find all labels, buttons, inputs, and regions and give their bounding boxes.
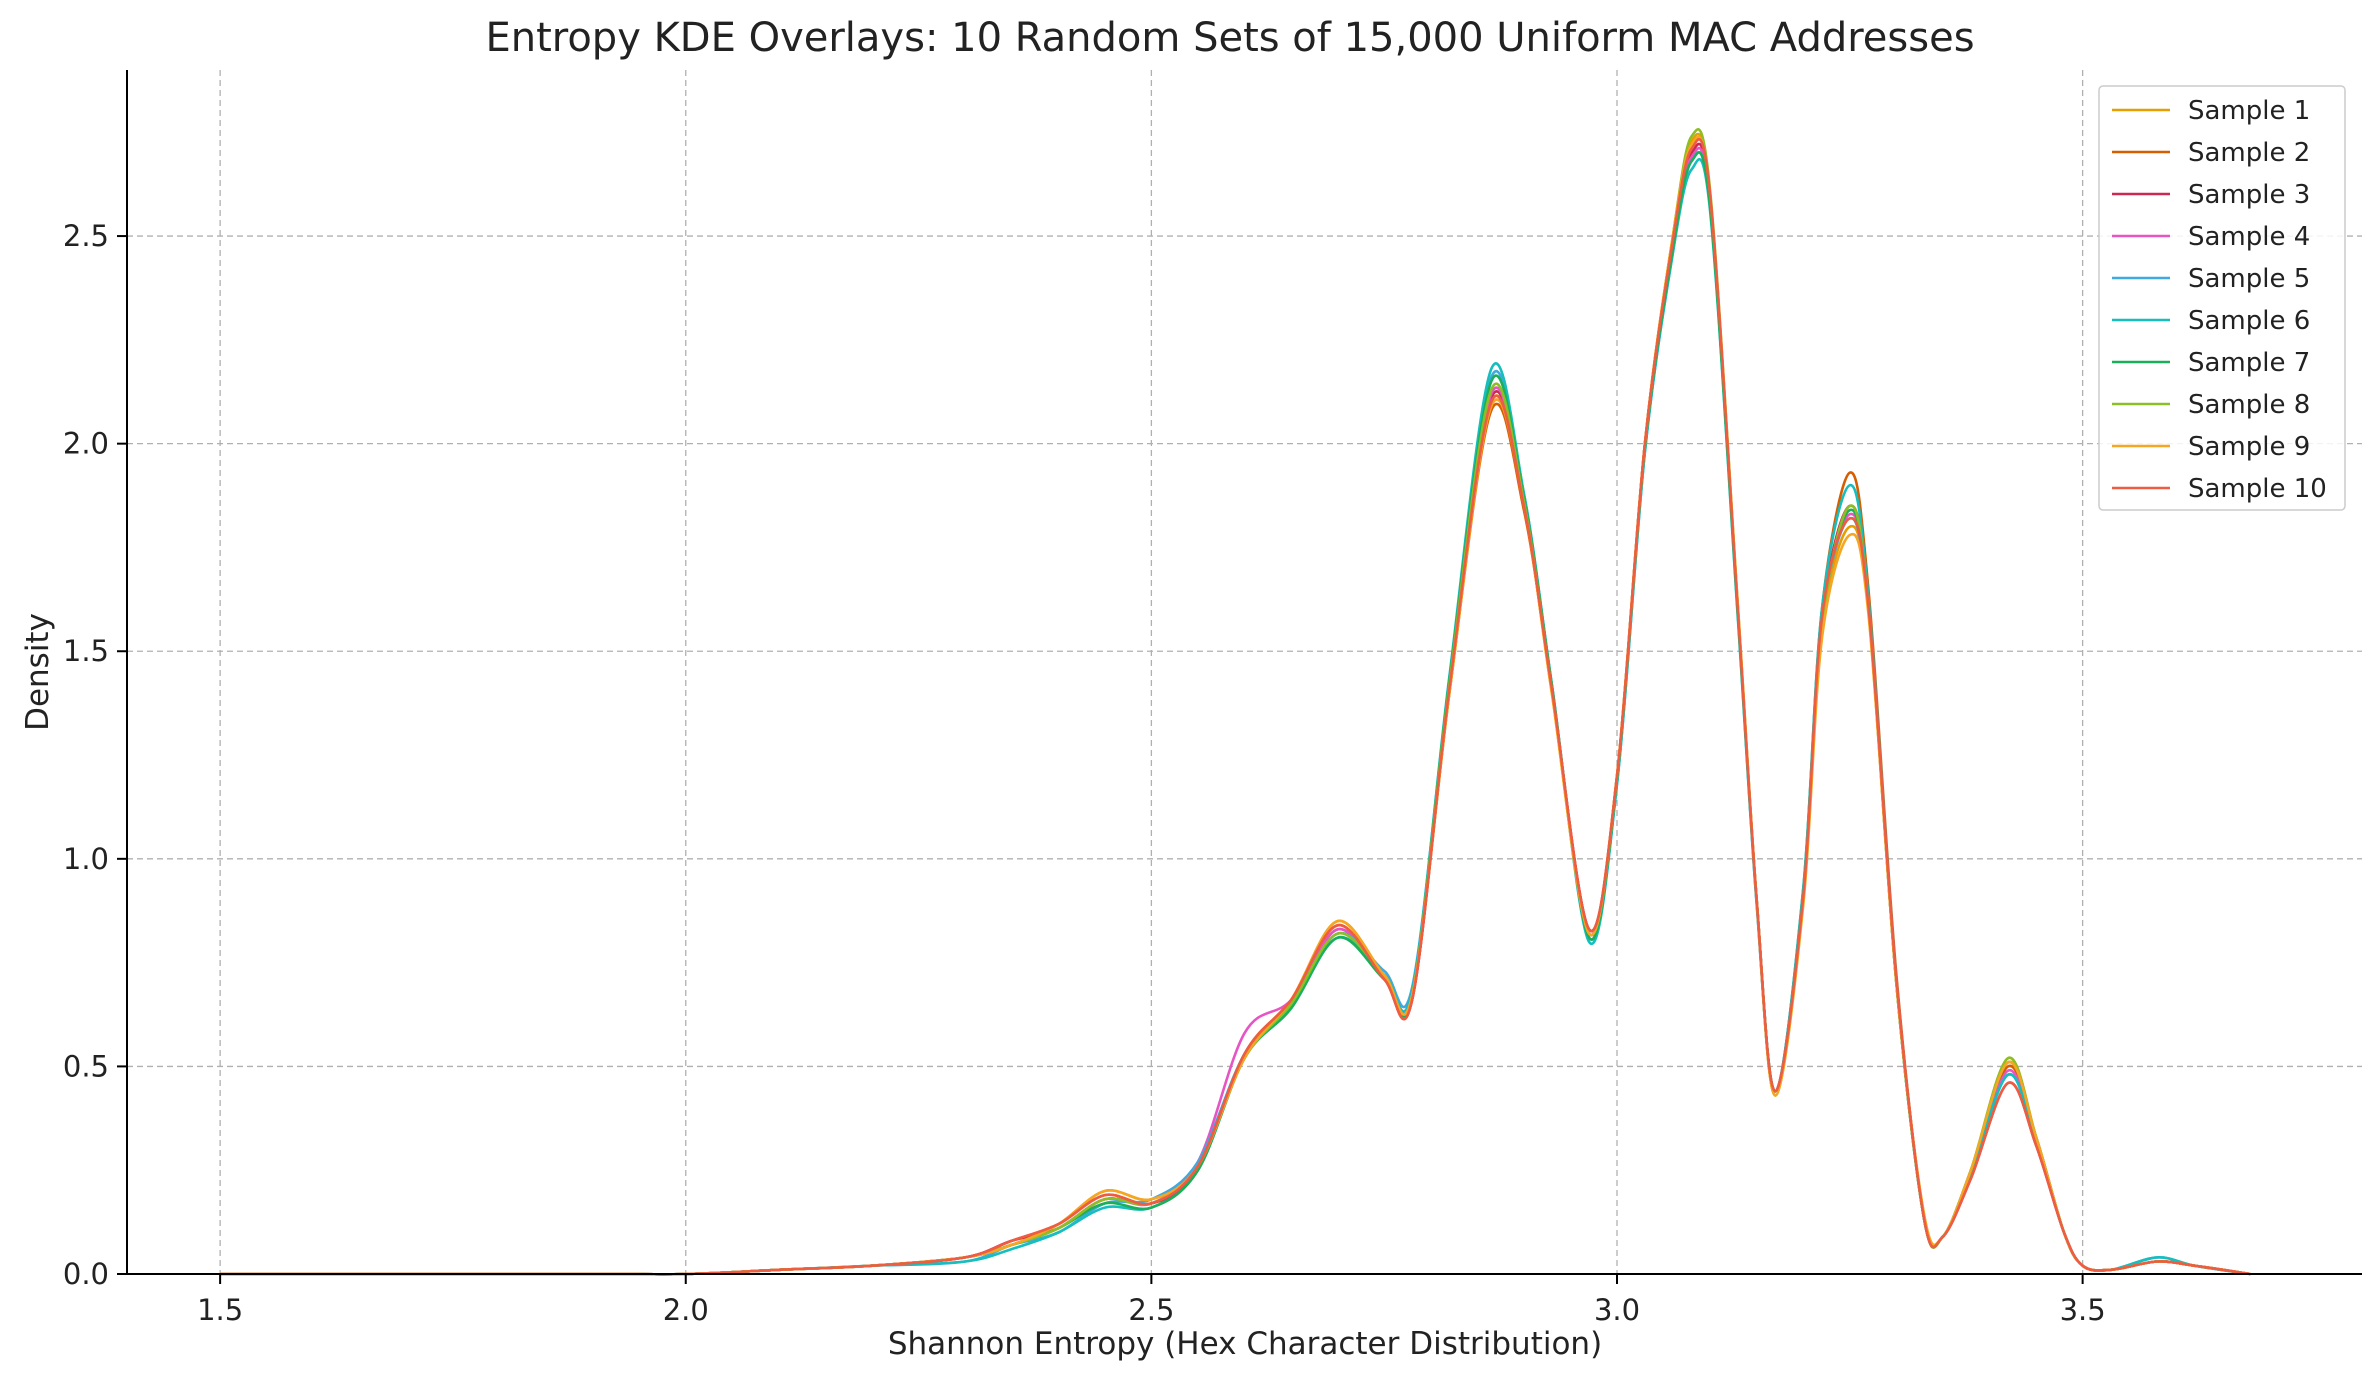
series-line-sample-2	[220, 137, 2251, 1276]
y-tick-label: 0.0	[63, 1257, 109, 1291]
legend-label: Sample 2	[2188, 138, 2310, 168]
legend-label: Sample 10	[2188, 474, 2327, 504]
legend-label: Sample 4	[2188, 222, 2310, 252]
series-line-sample-3	[220, 142, 2251, 1276]
y-axis-label: Density	[20, 613, 56, 731]
y-tick-label: 2.0	[63, 427, 109, 461]
legend-label: Sample 8	[2188, 390, 2310, 420]
legend-label: Sample 1	[2188, 96, 2310, 126]
legend-label: Sample 6	[2188, 306, 2310, 336]
legend-label: Sample 9	[2188, 432, 2310, 462]
legend-label: Sample 5	[2188, 264, 2310, 294]
series-line-sample-4	[220, 146, 2251, 1276]
x-tick-label: 3.0	[1594, 1293, 1640, 1327]
x-tick-label: 3.5	[2060, 1293, 2106, 1327]
legend-label: Sample 3	[2188, 180, 2310, 210]
series-line-sample-8	[220, 128, 2251, 1276]
x-axis-label: Shannon Entropy (Hex Character Distribut…	[888, 1326, 1602, 1362]
series-line-sample-7	[220, 151, 2251, 1276]
series-line-sample-5	[220, 150, 2251, 1276]
legend: Sample 1 Sample 2 Sample 3 Sample 4 Sample 5…	[2098, 85, 2346, 511]
legend-label: Sample 7	[2188, 348, 2310, 378]
series-line-sample-6	[220, 157, 2251, 1276]
grid	[127, 70, 2362, 1275]
series-lines	[220, 128, 2251, 1276]
x-tick-label: 2.5	[1128, 1293, 1174, 1327]
x-tick-label: 1.5	[197, 1293, 243, 1327]
series-line-sample-1	[220, 132, 2251, 1276]
series-line-sample-10	[220, 138, 2251, 1276]
y-tick-label: 2.5	[63, 219, 109, 253]
y-tick-label: 1.0	[63, 842, 109, 876]
axes	[126, 70, 2362, 1275]
x-tick-label: 2.0	[663, 1293, 709, 1327]
y-tick-label: 0.5	[63, 1049, 109, 1083]
y-tick-label: 1.5	[63, 634, 109, 668]
chart-title: Entropy KDE Overlays: 10 Random Sets of …	[485, 15, 1974, 61]
series-line-sample-9	[220, 135, 2251, 1276]
ticks: 1.5 2.0 2.5 3.0 3.5 0.0 0.5 1.0 1.5 2.0 2.5	[63, 219, 2106, 1327]
